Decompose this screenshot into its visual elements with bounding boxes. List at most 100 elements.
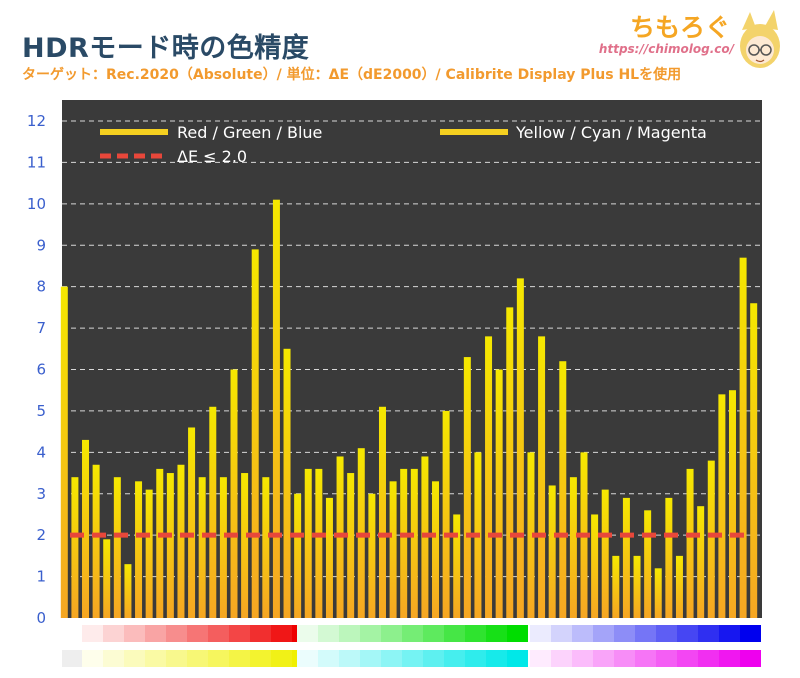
chart-title: HDRモード時の色精度 — [22, 33, 310, 64]
color-swatch — [444, 650, 465, 667]
bar — [442, 410, 450, 618]
bar — [60, 286, 68, 618]
y-tick-label: 0 — [36, 609, 46, 627]
legend: Red / Green / Blue Yellow / Cyan / Magent… — [100, 123, 707, 166]
color-swatch — [677, 650, 698, 667]
bar — [124, 564, 132, 618]
color-swatch — [82, 650, 103, 667]
bar — [410, 468, 418, 618]
color-swatch — [677, 625, 698, 642]
bar — [145, 489, 153, 618]
bar — [675, 555, 683, 618]
y-tick-label: 3 — [36, 485, 46, 503]
color-swatch — [402, 650, 423, 667]
bar — [644, 510, 652, 618]
color-swatch — [698, 625, 719, 642]
color-swatch — [614, 650, 635, 667]
color-swatch — [381, 625, 402, 642]
color-swatch — [593, 650, 614, 667]
bar — [485, 336, 493, 618]
color-swatch — [381, 650, 402, 667]
color-swatch — [187, 650, 208, 667]
bar — [559, 361, 567, 618]
y-tick-label: 10 — [27, 195, 46, 213]
color-swatch — [229, 625, 250, 642]
bar — [188, 427, 196, 618]
bar — [262, 477, 270, 618]
color-swatch — [719, 625, 740, 642]
color-swatch — [339, 650, 360, 667]
bar — [739, 257, 747, 618]
bar — [718, 394, 726, 618]
color-swatch — [208, 625, 229, 642]
bar — [251, 249, 259, 618]
bar — [633, 555, 641, 618]
color-swatch — [297, 650, 318, 667]
color-swatch — [635, 650, 656, 667]
color-swatch — [530, 625, 551, 642]
bar — [750, 303, 758, 618]
color-swatch — [271, 650, 292, 667]
bar — [707, 460, 715, 618]
color-swatch — [486, 625, 507, 642]
y-tick-label: 7 — [36, 319, 46, 337]
color-swatch — [103, 625, 124, 642]
bar — [156, 468, 164, 618]
site-logo-text: ちもろぐ — [629, 13, 730, 42]
bar — [272, 199, 280, 619]
bar — [103, 539, 111, 618]
bar — [198, 477, 206, 618]
site-url: https://chimolog.co/ — [598, 42, 734, 56]
bar — [315, 468, 323, 618]
legend-label: ΔE ≤ 2.0 — [177, 147, 247, 166]
bar — [209, 406, 217, 618]
bar — [665, 497, 673, 618]
bar — [654, 568, 662, 618]
bar — [294, 493, 302, 618]
bar — [516, 278, 524, 618]
color-swatch — [145, 625, 166, 642]
bar — [601, 489, 609, 618]
legend-label: Red / Green / Blue — [177, 123, 322, 142]
bar — [166, 473, 174, 618]
y-tick-label: 9 — [36, 236, 46, 254]
color-swatch — [402, 625, 423, 642]
color-swatch — [145, 650, 166, 667]
color-swatch — [740, 625, 761, 642]
bar — [527, 452, 535, 618]
color-swatch — [593, 625, 614, 642]
color-swatch — [572, 625, 593, 642]
legend-label: Yellow / Cyan / Magenta — [515, 123, 707, 142]
bar — [506, 307, 514, 618]
color-swatch — [572, 650, 593, 667]
y-tick-label: 8 — [36, 278, 46, 296]
color-swatch — [465, 625, 486, 642]
bar — [113, 477, 121, 618]
y-tick-label: 12 — [27, 112, 46, 130]
y-tick-label: 2 — [36, 526, 46, 544]
bar — [728, 390, 736, 618]
color-swatch — [124, 625, 145, 642]
bar — [368, 493, 376, 618]
bar — [400, 468, 408, 618]
bar — [325, 497, 333, 618]
bar — [283, 348, 291, 618]
color-swatch — [698, 650, 719, 667]
mascot-icon — [740, 10, 780, 68]
y-tick-label: 4 — [36, 443, 46, 461]
y-tick-label: 5 — [36, 402, 46, 420]
bar — [548, 485, 556, 618]
color-swatch — [423, 625, 444, 642]
bar — [378, 406, 386, 618]
color-swatch — [250, 650, 271, 667]
color-swatch — [318, 650, 339, 667]
bar — [177, 464, 185, 618]
color-swatch — [614, 625, 635, 642]
bar — [389, 481, 397, 618]
color-swatch — [271, 625, 292, 642]
bar — [135, 481, 143, 618]
color-swatch — [250, 625, 271, 642]
color-swatch — [635, 625, 656, 642]
